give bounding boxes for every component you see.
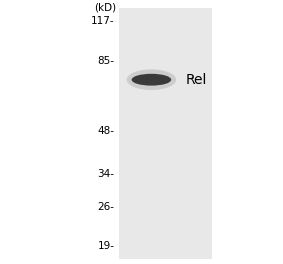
Text: 48-: 48- (98, 126, 115, 136)
Text: 26-: 26- (98, 202, 115, 212)
Text: 19-: 19- (98, 241, 115, 251)
FancyBboxPatch shape (119, 8, 212, 259)
Ellipse shape (127, 69, 176, 90)
Text: 85-: 85- (98, 56, 115, 66)
Text: 34-: 34- (98, 169, 115, 179)
Text: 117-: 117- (91, 16, 115, 26)
Ellipse shape (132, 74, 171, 86)
Text: Rel: Rel (185, 73, 207, 87)
Text: (kD): (kD) (94, 3, 116, 13)
